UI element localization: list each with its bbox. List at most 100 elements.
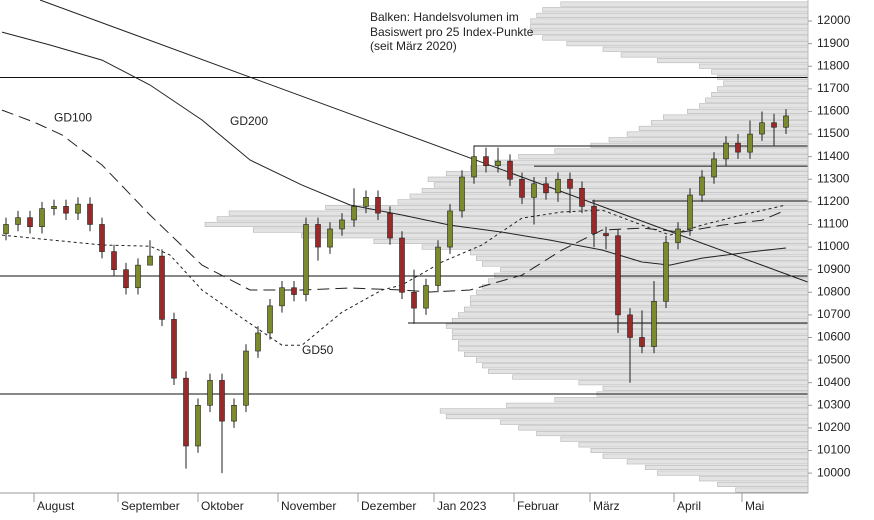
candle-body — [87, 203, 93, 225]
ma-label: GD50 — [302, 343, 334, 357]
candle-body — [147, 255, 153, 266]
candle-body — [519, 178, 525, 198]
profile-bar — [463, 306, 809, 312]
candle-body — [171, 319, 177, 379]
candle-body — [315, 224, 321, 248]
candle-body — [735, 142, 741, 153]
profile-bar — [488, 368, 809, 374]
candle-body — [303, 224, 309, 295]
profile-bar — [566, 41, 809, 47]
profile-bar — [494, 159, 809, 165]
annotation: Basiswert pro 25 Index-Punkte — [370, 25, 534, 39]
ma-label: GD100 — [54, 110, 92, 124]
candle-body — [639, 337, 645, 347]
profile-bar — [644, 464, 809, 470]
x-tick-label: Jan 2023 — [437, 499, 487, 513]
profile-bar — [476, 289, 809, 295]
candle-body — [363, 197, 369, 207]
candle-body — [27, 217, 33, 228]
profile-bar — [457, 346, 809, 352]
y-tick-label: 10100 — [817, 443, 851, 457]
candle-body — [495, 160, 501, 166]
candle-body — [675, 228, 681, 243]
candle-body — [123, 269, 129, 289]
candle-body — [663, 242, 669, 302]
candle-body — [231, 404, 237, 422]
candle-body — [351, 206, 357, 221]
profile-bar — [476, 357, 809, 363]
candle-body — [483, 156, 489, 166]
profile-bar — [409, 193, 809, 199]
profile-bar — [530, 29, 809, 35]
y-tick-label: 10400 — [817, 375, 851, 389]
y-tick-label: 11500 — [817, 126, 850, 140]
profile-bar — [711, 91, 809, 98]
candle-body — [591, 206, 597, 234]
profile-bar — [500, 267, 809, 273]
profile-bar — [457, 340, 809, 346]
x-tick-label: August — [37, 499, 75, 513]
profile-bar — [252, 227, 809, 233]
y-tick-label: 11800 — [817, 58, 850, 72]
candle-body — [219, 380, 225, 422]
profile-bar — [578, 442, 809, 448]
annotation: (seit März 2020) — [370, 39, 457, 53]
profile-bar — [500, 419, 809, 425]
y-tick-label: 11000 — [817, 239, 850, 253]
profile-bar — [482, 284, 809, 290]
y-tick-label: 11400 — [817, 149, 850, 163]
profile-bar — [578, 380, 809, 386]
profile-bar — [488, 278, 809, 284]
profile-bar — [494, 272, 809, 278]
profile-bar — [626, 131, 809, 137]
y-tick-label: 10900 — [817, 262, 851, 276]
profile-bar — [470, 295, 809, 301]
profile-bar — [638, 125, 809, 131]
candle-body — [135, 264, 141, 289]
y-tick-label: 11200 — [817, 194, 850, 208]
profile-bar — [542, 7, 809, 13]
profile-bar — [590, 447, 809, 454]
x-tick-label: Februar — [517, 499, 559, 513]
profile-bar — [554, 397, 809, 403]
volume-profile — [204, 1, 809, 493]
y-tick-label: 11900 — [817, 36, 850, 50]
y-tick-label: 11300 — [817, 171, 850, 185]
ma-label: GD200 — [230, 114, 268, 128]
x-tick-label: September — [121, 499, 180, 513]
candle-body — [267, 305, 273, 334]
y-tick-label: 10600 — [817, 330, 851, 344]
candle-body — [723, 142, 729, 160]
candle-body — [411, 291, 417, 309]
profile-bar — [421, 188, 809, 194]
profile-bar — [427, 176, 809, 182]
candle-body — [291, 287, 297, 295]
candle-body — [15, 217, 21, 225]
candle-body — [711, 158, 717, 178]
profile-bar — [536, 431, 809, 437]
profile-bar — [699, 63, 809, 69]
candle-body — [771, 122, 777, 128]
profile-bar — [608, 137, 809, 143]
profile-bar — [530, 18, 809, 24]
profile-bar — [457, 312, 809, 318]
profile-bar — [560, 1, 809, 7]
moving-average — [1, 31, 787, 266]
candles — [3, 109, 789, 474]
x-tick-label: Oktober — [201, 499, 244, 513]
profile-bar — [560, 436, 809, 442]
profile-bar — [445, 171, 809, 177]
profile-bar — [373, 238, 809, 244]
candle-body — [255, 332, 261, 352]
y-tick-label: 10700 — [817, 307, 851, 321]
candle-body — [51, 206, 57, 209]
candle-body — [579, 187, 585, 207]
candle-body — [435, 246, 441, 286]
profile-bar — [687, 108, 809, 114]
profile-bar — [476, 255, 809, 261]
profile-bar — [620, 52, 809, 58]
profile-bar — [602, 46, 809, 52]
y-tick-label: 11700 — [817, 81, 850, 95]
moving-average — [1, 109, 787, 293]
